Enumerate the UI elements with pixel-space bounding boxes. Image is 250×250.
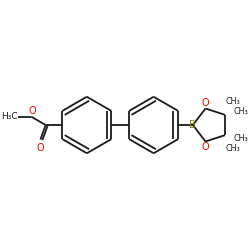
Text: CH₃: CH₃: [226, 144, 240, 152]
Text: O: O: [201, 98, 209, 108]
Text: CH₃: CH₃: [226, 98, 240, 106]
Text: CH₃: CH₃: [233, 134, 248, 143]
Text: O: O: [28, 106, 36, 116]
Text: O: O: [201, 142, 209, 152]
Text: O: O: [36, 143, 44, 153]
Text: B: B: [190, 120, 196, 130]
Text: H₃C: H₃C: [1, 112, 18, 121]
Text: CH₃: CH₃: [233, 107, 248, 116]
